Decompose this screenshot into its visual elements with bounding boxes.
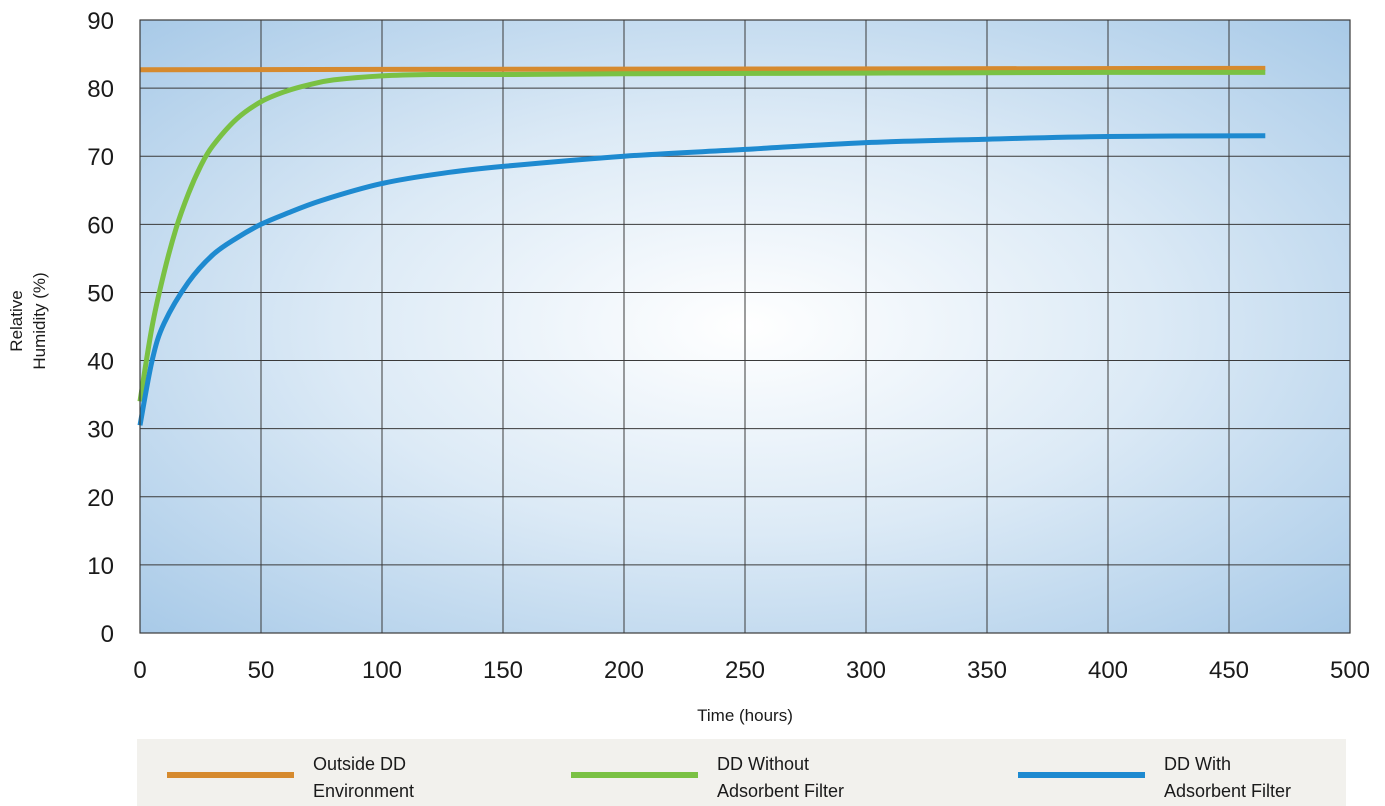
x-tick-500: 500 (1330, 657, 1370, 684)
legend-item-with-filter: DD With Adsorbent Filter (1018, 754, 1291, 801)
y-tick-70: 70 (87, 144, 114, 171)
y-tick-40: 40 (87, 349, 114, 376)
series-dd-without-adsorbent-filter (137, 69, 1266, 402)
x-tick-400: 400 (1088, 657, 1128, 684)
x-tick-250: 250 (725, 657, 765, 684)
series-outside-dd-environment (139, 65, 1266, 73)
y-tick-labels: 0 10 20 30 40 50 60 70 80 90 (87, 8, 114, 648)
y-tick-50: 50 (87, 280, 114, 307)
y-axis-label-line-2: Humidity (%) (30, 272, 49, 369)
legend-label-without-filter-line-2: Adsorbent Filter (717, 781, 844, 801)
legend-label-without-filter-line-1: DD Without (717, 754, 809, 774)
legend-label-outside-line-1: Outside DD (313, 754, 406, 774)
legend-label-outside-line-2: Environment (313, 781, 414, 801)
y-tick-20: 20 (87, 485, 114, 512)
x-tick-labels: 0 50 100 150 200 250 300 350 400 450 500 (133, 657, 1370, 684)
x-tick-300: 300 (846, 657, 886, 684)
x-tick-200: 200 (604, 657, 644, 684)
y-tick-80: 80 (87, 76, 114, 103)
y-axis-label-line-1: Relative (7, 290, 26, 351)
x-tick-150: 150 (483, 657, 523, 684)
x-tick-50: 50 (248, 657, 275, 684)
legend-label-with-filter-line-2: Adsorbent Filter (1164, 781, 1291, 801)
x-tick-0: 0 (133, 657, 146, 684)
legend-item-without-filter: DD Without Adsorbent Filter (571, 754, 844, 801)
y-tick-30: 30 (87, 417, 114, 444)
legend-item-outside: Outside DD Environment (167, 754, 414, 801)
y-tick-0: 0 (101, 621, 114, 648)
legend-label-with-filter-line-1: DD With (1164, 754, 1231, 774)
y-tick-60: 60 (87, 212, 114, 239)
x-axis-label: Time (hours) (697, 706, 793, 725)
x-tick-100: 100 (362, 657, 402, 684)
series-layer (137, 65, 1266, 426)
x-tick-350: 350 (967, 657, 1007, 684)
y-axis-label: Relative Humidity (%) (7, 272, 49, 369)
y-tick-90: 90 (87, 8, 114, 35)
plot-border (139, 19, 1351, 634)
series-dd-with-adsorbent-filter (137, 133, 1266, 426)
x-tick-450: 450 (1209, 657, 1249, 684)
y-tick-10: 10 (87, 553, 114, 580)
